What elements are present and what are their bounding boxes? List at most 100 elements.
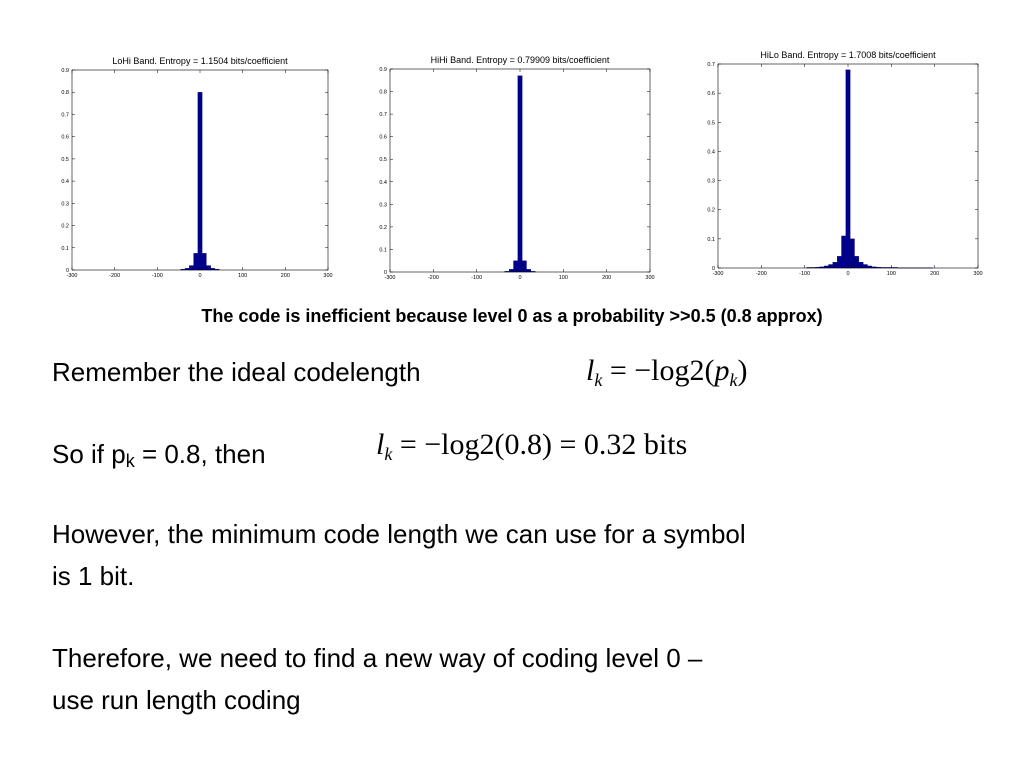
hilo-x-tick-label: 300	[973, 271, 982, 277]
lohi-bar	[206, 265, 211, 271]
formula1-var: l	[586, 354, 595, 387]
lohi-x-tick-label: -100	[152, 273, 163, 279]
hihi-y-tick-label: 0.1	[379, 247, 387, 253]
hihi-x-tick-label: 0	[518, 275, 521, 281]
formula1-sub: k	[594, 370, 603, 390]
min-code-length-text-2: is 1 bit.	[52, 561, 135, 591]
hihi-y-tick-label: 0.3	[379, 202, 387, 208]
hihi-x-tick-label: 100	[559, 275, 568, 281]
hihi-bar	[517, 75, 523, 273]
hilo-bar	[858, 262, 864, 269]
pk-prefix: So if p	[52, 439, 126, 469]
lohi-y-tick-label: 0.3	[61, 201, 69, 207]
lohi-x-tick-label: 200	[281, 273, 290, 279]
pk-condition-text: So if pk = 0.8, then	[52, 438, 266, 477]
hihi-x-tick-label: -300	[384, 275, 395, 281]
hihi-x-tick-label: 200	[602, 275, 611, 281]
hilo-x-tick-label: 0	[846, 271, 849, 277]
hihi-bar	[522, 260, 527, 273]
hihi-y-tick-label: 0	[384, 270, 387, 276]
hilo-bar	[867, 265, 872, 269]
hihi-y-tick-label: 0.4	[379, 180, 387, 186]
histogram-hilo-svg: HiLo Band. Entropy = 1.7008 bits/coeffic…	[707, 50, 982, 277]
lohi-y-tick-label: 0.7	[61, 112, 69, 118]
hilo-x-tick-label: 200	[930, 271, 939, 277]
lohi-x-tick-label: 100	[238, 273, 247, 279]
hilo-y-tick-label: 0.6	[707, 91, 715, 97]
hihi-y-tick-label: 0.9	[379, 67, 387, 73]
hihi-x-tick-label: -200	[428, 275, 439, 281]
hilo-bar	[837, 256, 842, 269]
lohi-bar	[201, 253, 207, 271]
hihi-y-tick-label: 0.6	[379, 135, 387, 141]
formula1-p-sub: k	[729, 370, 738, 390]
lohi-x-tick-label: -300	[66, 273, 77, 279]
lohi-y-tick-label: 0.5	[61, 157, 69, 163]
hilo-y-tick-label: 0	[712, 266, 715, 272]
lohi-y-tick-label: 0	[66, 268, 69, 274]
pk-sub: k	[125, 451, 135, 471]
hilo-bar	[863, 264, 868, 269]
run-length-text-1: Therefore, we need to find a new way of …	[52, 643, 703, 673]
lohi-x-tick-label: -200	[109, 273, 120, 279]
formula1-close: )	[737, 354, 748, 387]
hihi-x-tick-label: 300	[645, 275, 654, 281]
hilo-bar	[832, 262, 838, 269]
hilo-y-tick-label: 0.4	[707, 149, 715, 155]
formula2-rhs: = −log2(0.8) = 0.32 bits	[392, 428, 688, 461]
caption: The code is inefficient because level 0 …	[201, 306, 823, 326]
histogram-hihi-svg: HiHi Band. Entropy = 0.79909 bits/coeffi…	[379, 55, 654, 281]
lohi-bar	[189, 265, 194, 271]
lohi-y-tick-label: 0.1	[61, 246, 69, 252]
hilo-bar	[854, 256, 859, 269]
pk-suffix: = 0.8, then	[134, 439, 266, 469]
hihi-bar	[509, 269, 514, 273]
lohi-bar	[193, 253, 199, 271]
hihi-y-tick-label: 0.7	[379, 112, 387, 118]
lohi-y-tick-label: 0.8	[61, 90, 69, 96]
min-code-length-text-1: However, the minimum code length we can …	[52, 519, 746, 549]
hihi-bar	[513, 260, 518, 273]
formula1-p: p	[714, 354, 730, 387]
lohi-y-tick-label: 0.2	[61, 224, 69, 230]
hilo-y-tick-label: 0.1	[707, 237, 715, 243]
hihi-y-tick-label: 0.2	[379, 225, 387, 231]
formula-result: lk = −log2(0.8) = 0.32 bits	[376, 428, 687, 465]
histogram-hilo: HiLo Band. Entropy = 1.7008 bits/coeffic…	[700, 48, 990, 277]
lohi-x-tick-label: 0	[198, 273, 201, 279]
hilo-y-tick-label: 0.5	[707, 120, 715, 126]
hilo-bar	[828, 264, 833, 269]
hilo-y-tick-label: 0.2	[707, 208, 715, 214]
lohi-y-tick-label: 0.6	[61, 135, 69, 141]
histogram-hihi: HiHi Band. Entropy = 0.79909 bits/coeffi…	[370, 54, 660, 282]
ideal-codelength-text: Remember the ideal codelength	[52, 357, 421, 387]
hilo-title: HiLo Band. Entropy = 1.7008 bits/coeffic…	[760, 50, 936, 60]
formula2-sub: k	[384, 444, 393, 464]
hihi-y-tick-label: 0.5	[379, 157, 387, 163]
hihi-title: HiHi Band. Entropy = 0.79909 bits/coeffi…	[431, 55, 610, 65]
lohi-bar	[197, 92, 203, 271]
hilo-bar	[850, 238, 855, 269]
hilo-x-tick-label: -100	[799, 271, 810, 277]
lohi-y-tick-label: 0.4	[61, 179, 69, 185]
run-length-text-2: use run length coding	[52, 685, 301, 715]
hihi-bar	[526, 269, 531, 273]
hilo-x-tick-label: 100	[887, 271, 896, 277]
formula2-var: l	[376, 428, 385, 461]
hilo-y-tick-label: 0.3	[707, 179, 715, 185]
formula1-rhs: = −log2(	[602, 354, 715, 387]
histogram-lohi: LoHi Band. Entropy = 1.1504 bits/coeffic…	[40, 50, 340, 280]
lohi-title: LoHi Band. Entropy = 1.1504 bits/coeffic…	[112, 56, 288, 66]
lohi-x-tick-label: 300	[323, 273, 332, 279]
hihi-x-tick-label: -100	[471, 275, 482, 281]
hihi-y-tick-label: 0.8	[379, 90, 387, 96]
hilo-bar	[841, 235, 846, 269]
hilo-y-tick-label: 0.7	[707, 62, 715, 68]
hilo-bar	[824, 265, 829, 269]
histogram-lohi-svg: LoHi Band. Entropy = 1.1504 bits/coeffic…	[61, 56, 332, 279]
hilo-bar	[845, 69, 851, 269]
hilo-x-tick-label: -300	[712, 271, 723, 277]
lohi-y-tick-label: 0.9	[61, 68, 69, 74]
hilo-x-tick-label: -200	[756, 271, 767, 277]
formula-ideal-codelength: lk = −log2(pk)	[586, 354, 748, 391]
